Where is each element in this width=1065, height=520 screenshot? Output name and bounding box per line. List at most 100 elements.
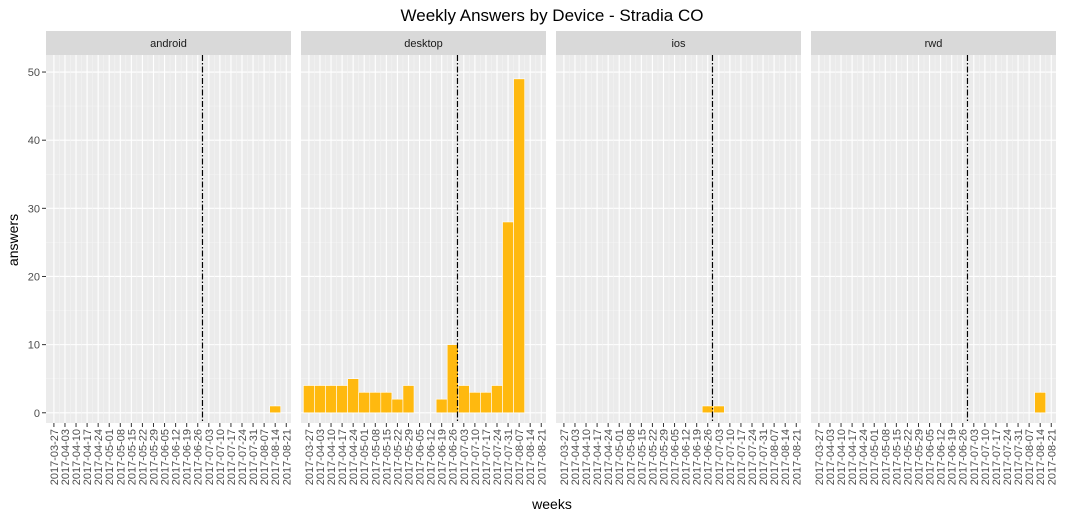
x-tick-label: 2017-04-03: [315, 429, 327, 485]
bar-desktop-2017-05-22: [391, 398, 404, 414]
x-tick-label: 2017-05-01: [359, 429, 371, 485]
x-tick-label: 2017-07-31: [1013, 429, 1025, 485]
x-tick-label: 2017-05-29: [403, 429, 415, 485]
x-tick-label: 2017-05-15: [636, 429, 648, 485]
x-tick-label: 2017-03-27: [814, 429, 826, 485]
x-tick-label: 2017-04-17: [82, 429, 94, 485]
x-tick-label: 2017-05-01: [614, 429, 626, 485]
x-tick-label: 2017-05-15: [381, 429, 393, 485]
x-tick-label: 2017-05-08: [370, 429, 382, 485]
x-tick-label: 2017-07-24: [237, 429, 249, 485]
x-tick-label: 2017-05-01: [104, 429, 116, 485]
x-tick-label: 2017-06-12: [936, 429, 948, 485]
x-tick-label: 2017-04-24: [93, 429, 105, 485]
x-tick-label: 2017-07-03: [969, 429, 981, 485]
x-tick-label: 2017-07-03: [204, 429, 216, 485]
y-tick-label: 20: [28, 271, 40, 283]
x-tick-label: 2017-07-17: [226, 429, 238, 485]
x-tick-label: 2017-06-19: [182, 429, 194, 485]
panel-strip-label: ios: [671, 38, 686, 50]
bar-desktop-2017-07-17: [480, 392, 492, 414]
x-tick-label: 2017-06-26: [958, 429, 970, 485]
x-tick-label: 2017-07-24: [747, 429, 759, 485]
x-tick-label: 2017-08-07: [1024, 429, 1036, 485]
x-tick-label: 2017-06-05: [670, 429, 682, 485]
y-tick-label: 0: [34, 408, 40, 420]
x-tick-label: 2017-04-17: [592, 429, 604, 485]
panel-strip: [46, 31, 291, 55]
y-tick-label: 40: [28, 135, 40, 147]
x-tick-label: 2017-05-08: [625, 429, 637, 485]
x-tick-label: 2017-06-12: [171, 429, 183, 485]
bar-desktop-2017-07-10: [469, 392, 481, 414]
bar-desktop-2017-04-03: [314, 385, 326, 414]
panel-strip: [301, 31, 546, 55]
x-tick-label: 2017-03-27: [559, 429, 571, 485]
x-tick-label: 2017-06-12: [426, 429, 438, 485]
panel-strip-label: android: [150, 38, 187, 50]
x-tick-label: 2017-05-01: [869, 429, 881, 485]
panel-ios: ios 2017-03-27 2017-04-03 2017-04-10 2017-04…: [556, 31, 803, 485]
x-tick-label: 2017-06-05: [925, 429, 937, 485]
bar-desktop-2017-04-10: [325, 385, 337, 414]
x-tick-label: 2017-06-19: [437, 429, 449, 485]
x-tick-label: 2017-04-10: [836, 429, 848, 485]
x-tick-label: 2017-05-29: [658, 429, 670, 485]
x-tick-label: 2017-06-19: [947, 429, 959, 485]
x-tick-label: 2017-05-08: [880, 429, 892, 485]
chart-title: Weekly Answers by Device - Stradia CO: [401, 6, 704, 25]
bar-desktop-2017-07-03: [457, 385, 470, 414]
x-tick-label: 2017-07-17: [481, 429, 493, 485]
x-tick-label: 2017-07-10: [980, 429, 992, 485]
x-tick-label: 2017-07-10: [725, 429, 737, 485]
bar-desktop-2017-05-01: [358, 392, 371, 414]
y-axis-title: answers: [5, 214, 21, 266]
x-tick-label: 2017-07-31: [503, 429, 515, 485]
bar-rwd-2017-08-14: [1034, 392, 1047, 414]
x-tick-label: 2017-08-14: [1035, 429, 1047, 485]
panel-desktop: desktop 2017-03-27 2017-04-03 2017-04-10 201…: [301, 31, 548, 485]
panel-background: [46, 55, 291, 423]
x-tick-label: 2017-07-24: [1002, 429, 1014, 485]
bar-desktop-2017-05-08: [369, 392, 382, 414]
x-tick-label: 2017-07-03: [714, 429, 726, 485]
x-tick-label: 2017-07-10: [215, 429, 227, 485]
x-tick-label: 2017-07-17: [991, 429, 1003, 485]
bar-desktop-2017-04-17: [336, 385, 348, 414]
panel-strip-label: rwd: [925, 38, 943, 50]
x-tick-label: 2017-08-21: [536, 429, 548, 485]
x-tick-label: 2017-05-29: [913, 429, 925, 485]
x-tick-label: 2017-03-27: [304, 429, 316, 485]
x-tick-label: 2017-05-22: [902, 429, 914, 485]
bar-android-2017-08-14: [269, 405, 282, 414]
x-tick-label: 2017-05-15: [891, 429, 903, 485]
x-tick-label: 2017-05-22: [392, 429, 404, 485]
x-tick-label: 2017-05-22: [137, 429, 149, 485]
panel-background: [556, 55, 801, 423]
panel-strip-label: desktop: [404, 38, 443, 50]
x-tick-label: 2017-07-24: [492, 429, 504, 485]
x-tick-label: 2017-08-21: [281, 429, 293, 485]
x-tick-label: 2017-08-14: [525, 429, 537, 485]
x-tick-label: 2017-04-17: [847, 429, 859, 485]
panel-background: [811, 55, 1056, 423]
x-tick-label: 2017-08-14: [780, 429, 792, 485]
x-tick-label: 2017-04-03: [570, 429, 582, 485]
x-tick-label: 2017-06-26: [448, 429, 460, 485]
x-tick-label: 2017-06-26: [193, 429, 205, 485]
x-tick-label: 2017-04-24: [348, 429, 360, 485]
x-tick-label: 2017-06-12: [681, 429, 693, 485]
x-tick-label: 2017-05-22: [647, 429, 659, 485]
x-tick-label: 2017-04-10: [326, 429, 338, 485]
x-tick-label: 2017-08-07: [769, 429, 781, 485]
x-tick-label: 2017-04-10: [71, 429, 83, 485]
x-tick-label: 2017-03-27: [49, 429, 61, 485]
x-tick-label: 2017-07-31: [758, 429, 770, 485]
x-tick-label: 2017-04-10: [581, 429, 593, 485]
bar-desktop-2017-08-07: [513, 78, 525, 414]
x-tick-label: 2017-07-17: [736, 429, 748, 485]
